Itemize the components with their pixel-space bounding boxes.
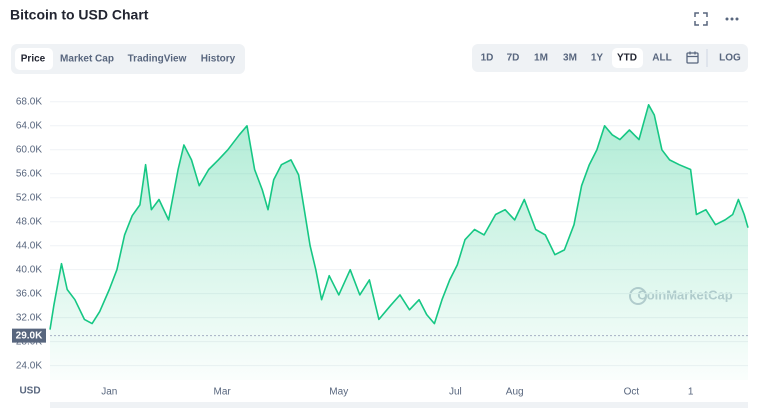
y-tick-label: 60.0K (16, 144, 42, 155)
tab-bar (11, 44, 245, 74)
range-button[interactable]: ALL (652, 53, 671, 64)
price-line (49, 104, 749, 330)
tab[interactable]: TradingView (128, 54, 187, 65)
range-button[interactable]: 3M (563, 53, 577, 64)
y-tick-label: 52.0K (16, 192, 42, 203)
range-button[interactable]: 1Y (591, 53, 604, 64)
tab[interactable]: History (201, 54, 236, 65)
range-button[interactable]: YTD (617, 53, 637, 64)
x-tick-label: 1 (688, 387, 694, 398)
tab[interactable]: Market Cap (60, 54, 114, 65)
range-button[interactable]: 7D (507, 53, 520, 64)
x-tick-label: Oct (624, 387, 640, 398)
y-tick-label: 68.0K (16, 96, 42, 107)
y-tick-label: 56.0K (16, 168, 42, 179)
x-tick-label: Mar (213, 387, 231, 398)
navigator (50, 402, 748, 408)
range-button[interactable]: 1M (534, 53, 548, 64)
price-area (50, 104, 748, 381)
title: Bitcoin to USD Chart (10, 7, 149, 23)
range-bar (472, 44, 748, 72)
tab[interactable]: Price (21, 54, 46, 65)
fullscreen-icon[interactable] (694, 12, 708, 26)
y-tick-label: 24.0K (16, 360, 42, 371)
reference-label: 29.0K (16, 330, 43, 341)
tab-selected (15, 48, 53, 70)
x-tick-label: Aug (506, 387, 524, 398)
x-tick-label: May (329, 387, 348, 398)
reference-label-bg (12, 328, 46, 343)
more-icon[interactable] (725, 17, 739, 21)
y-unit-label: USD (19, 386, 40, 397)
y-tick-label: 64.0K (16, 120, 42, 131)
log-button[interactable]: LOG (719, 53, 741, 64)
y-tick-label: 32.0K (16, 312, 42, 323)
y-tick-label: 48.0K (16, 216, 42, 227)
range-selected (612, 48, 643, 68)
y-tick-label: 36.0K (16, 288, 42, 299)
range-button[interactable]: 1D (481, 53, 494, 64)
y-tick-label: 40.0K (16, 264, 42, 275)
x-tick-label: Jul (449, 387, 462, 398)
x-tick-label: Jan (101, 387, 117, 398)
calendar-icon[interactable] (686, 51, 699, 64)
y-tick-label: 44.0K (16, 240, 42, 251)
